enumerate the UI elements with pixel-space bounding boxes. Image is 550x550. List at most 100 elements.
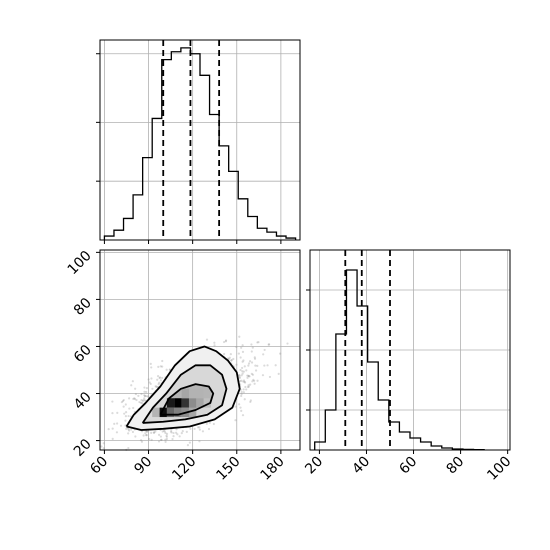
scatter-point — [240, 392, 243, 396]
scatter-point — [161, 359, 164, 363]
scatter-point — [145, 433, 148, 437]
scatter-point — [242, 388, 245, 391]
scatter-point — [107, 428, 110, 431]
scatter-point — [164, 440, 167, 443]
scatter-point — [251, 346, 254, 349]
scatter-point — [145, 430, 149, 433]
density-cell — [188, 388, 197, 399]
scatter-point — [242, 380, 245, 383]
scatter-point — [141, 400, 144, 403]
y-tick-label: 20 — [71, 436, 95, 460]
x-tick-label: 120 — [169, 454, 199, 484]
y-histogram-steps — [314, 269, 485, 451]
scatter-point — [250, 350, 253, 353]
scatter-point — [164, 438, 167, 441]
scatter-point — [189, 427, 192, 431]
scatter-point — [241, 350, 245, 353]
scatter-point — [250, 361, 254, 364]
scatter-point — [165, 368, 168, 371]
scatter-point — [148, 381, 151, 384]
scatter-point — [235, 345, 238, 349]
scatter-point — [240, 394, 243, 398]
scatter-point — [240, 390, 243, 394]
scatter-point — [237, 352, 240, 355]
scatter-point — [111, 400, 114, 403]
scatter-point — [243, 381, 247, 384]
scatter-point — [239, 368, 242, 372]
scatter-point — [208, 421, 211, 424]
x-tick-label: 150 — [213, 454, 243, 484]
scatter-point — [160, 438, 163, 441]
scatter-point — [159, 365, 162, 368]
scatter-point — [172, 431, 175, 435]
scatter-point — [131, 430, 135, 434]
scatter-point — [232, 357, 235, 361]
scatter-point — [246, 385, 250, 389]
scatter-point — [161, 430, 164, 433]
scatter-point — [157, 383, 160, 386]
scatter-point — [242, 359, 245, 362]
scatter-point — [249, 400, 252, 404]
scatter-point — [239, 406, 242, 409]
x-histogram-steps — [103, 47, 297, 240]
scatter-point — [286, 342, 289, 345]
scatter-point — [130, 428, 133, 431]
scatter-point — [253, 357, 257, 360]
scatter-point — [145, 390, 148, 394]
scatter-point — [267, 343, 270, 346]
scatter-point — [163, 430, 166, 433]
scatter-point — [238, 403, 241, 406]
x-tick-label: 100 — [484, 454, 514, 484]
scatter-point — [161, 376, 164, 380]
scatter-point — [263, 348, 266, 352]
scatter-point — [144, 432, 147, 435]
scatter-point — [247, 385, 250, 388]
scatter-point — [142, 399, 145, 402]
scatter-point — [137, 394, 140, 397]
scatter-point — [133, 397, 136, 400]
scatter-point — [171, 437, 174, 441]
density-cell — [188, 407, 197, 418]
scatter-point — [165, 434, 168, 437]
scatter-point — [151, 387, 154, 390]
scatter-point — [240, 374, 243, 377]
scatter-point — [181, 430, 184, 433]
scatter-point — [242, 370, 245, 373]
scatter-point — [239, 380, 242, 383]
scatter-point — [223, 352, 226, 356]
scatter-point — [145, 434, 148, 437]
scatter-point — [143, 394, 146, 397]
scatter-point — [102, 442, 105, 445]
scatter-point — [243, 380, 246, 383]
scatter-point — [154, 430, 157, 433]
scatter-point — [127, 428, 130, 431]
scatter-point — [100, 445, 103, 448]
density-cell — [196, 388, 204, 399]
scatter-point — [143, 386, 146, 389]
scatter-point — [152, 431, 156, 434]
scatter-point — [123, 412, 126, 415]
density-cell — [188, 398, 197, 408]
scatter-point — [161, 365, 164, 368]
scatter-point — [240, 379, 243, 382]
contour-line — [125, 345, 241, 431]
scatter-point — [256, 364, 259, 367]
scatter-point — [135, 398, 138, 402]
scatter-point — [144, 394, 147, 398]
x-tick-label: 20 — [302, 454, 326, 478]
scatter-point — [241, 360, 244, 363]
scatter-point — [205, 338, 209, 341]
scatter-point — [113, 422, 116, 425]
x-tick-label: 180 — [257, 454, 287, 484]
scatter-point — [152, 431, 156, 434]
scatter-point — [124, 419, 127, 422]
scatter-point — [235, 363, 238, 366]
scatter-point — [247, 384, 250, 387]
scatter-point — [263, 364, 266, 367]
scatter-point — [240, 409, 243, 413]
scatter-point — [127, 446, 130, 450]
scatter-point — [128, 429, 131, 432]
scatter-point — [246, 374, 249, 377]
scatter-point — [279, 352, 282, 355]
